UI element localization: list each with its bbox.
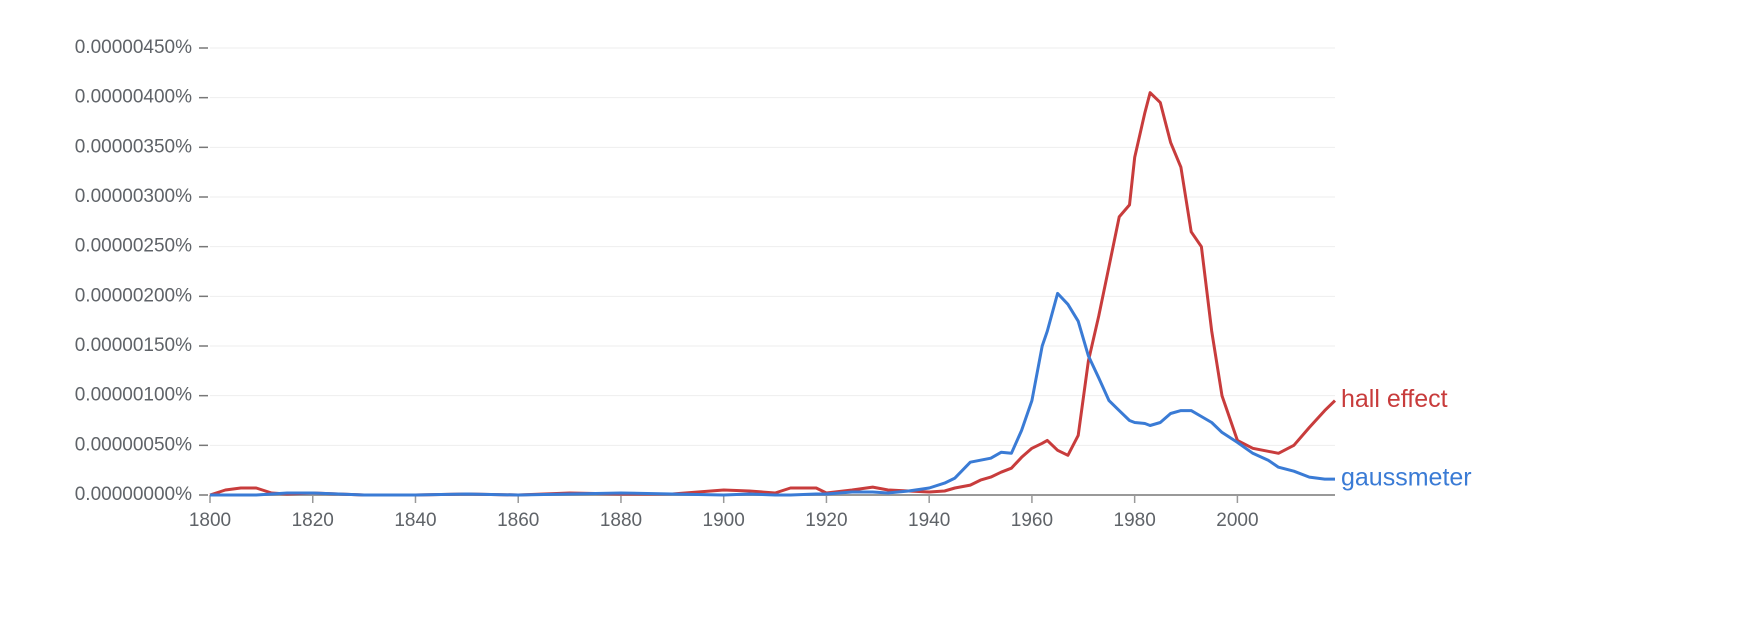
y-tick-label: 0.00000400% — [75, 87, 192, 108]
x-tick-label: 2000 — [1216, 510, 1258, 531]
x-tick-label: 1860 — [497, 510, 539, 531]
series-line — [210, 291, 1335, 497]
y-tick-label: 0.00000000% — [75, 484, 192, 505]
x-tick-label: 1800 — [189, 510, 231, 531]
x-tick-label: 1940 — [908, 510, 950, 531]
x-tick-label: 1840 — [394, 510, 436, 531]
y-tick-label: 0.00000350% — [75, 136, 192, 157]
y-tick-label: 0.00000100% — [75, 385, 192, 406]
x-tick-label: 1820 — [292, 510, 334, 531]
x-tick-label: 1980 — [1114, 510, 1156, 531]
x-tick-label: 1960 — [1011, 510, 1053, 531]
y-tick-label: 0.00000300% — [75, 186, 192, 207]
x-tick-label: 1920 — [805, 510, 847, 531]
series-line — [209, 91, 1337, 497]
y-tick-label: 0.00000450% — [75, 37, 192, 58]
x-tick-label: 1880 — [600, 510, 642, 531]
y-tick-label: 0.00000200% — [75, 285, 192, 306]
y-tick-label: 0.00000150% — [75, 335, 192, 356]
legend-label: gaussmeter — [1341, 464, 1472, 492]
x-tick-label: 1900 — [703, 510, 745, 531]
y-tick-label: 0.00000050% — [75, 434, 192, 455]
y-tick-label: 0.00000250% — [75, 236, 192, 257]
legend-label: hall effect — [1341, 385, 1448, 413]
